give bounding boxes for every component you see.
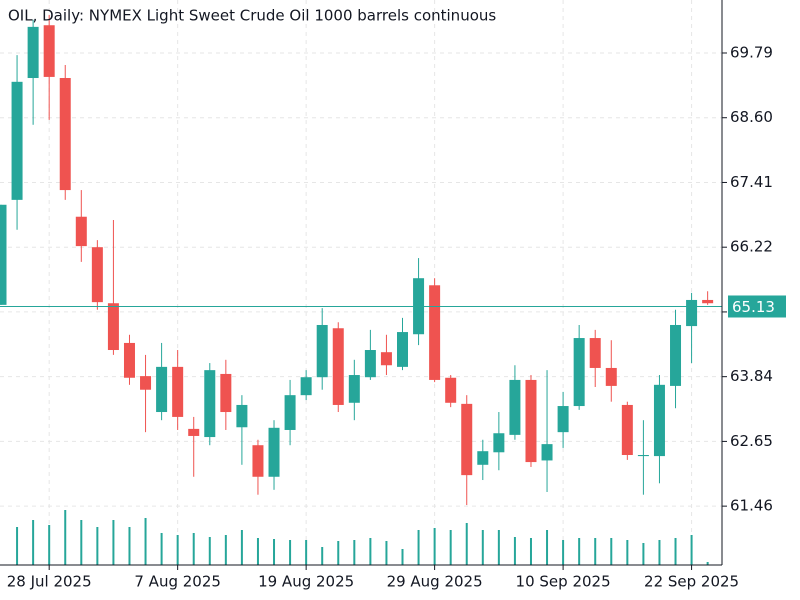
candle-body bbox=[172, 366, 184, 417]
candle-body bbox=[140, 376, 152, 390]
candle-body bbox=[686, 299, 698, 327]
candle-body bbox=[461, 403, 473, 476]
x-tick-label: 22 Sep 2025 bbox=[644, 573, 739, 591]
candle-body bbox=[59, 78, 71, 191]
candle-body bbox=[75, 216, 87, 247]
candle-body bbox=[573, 338, 585, 407]
candle-body bbox=[107, 303, 119, 351]
candle-body bbox=[123, 342, 135, 378]
candle-body bbox=[11, 81, 23, 200]
candle-body bbox=[364, 350, 376, 378]
y-tick-label: 68.60 bbox=[730, 108, 773, 126]
candle-body bbox=[156, 366, 168, 413]
candle-body bbox=[621, 404, 633, 456]
candle-body bbox=[589, 338, 601, 368]
candle-body bbox=[702, 299, 714, 304]
candle-body bbox=[653, 384, 665, 457]
candle-body bbox=[43, 25, 55, 77]
y-tick-label: 61.46 bbox=[730, 497, 773, 515]
last-price-label: 65.13 bbox=[732, 298, 775, 316]
candle-body bbox=[637, 455, 649, 457]
candle-body bbox=[332, 328, 344, 405]
candle-body bbox=[445, 377, 457, 403]
candle-body bbox=[348, 375, 360, 403]
last-price-box bbox=[728, 295, 786, 318]
candle-body bbox=[397, 332, 408, 367]
x-tick-label: 28 Jul 2025 bbox=[7, 573, 92, 591]
candle-body bbox=[557, 406, 569, 433]
y-tick-label: 63.84 bbox=[730, 367, 773, 385]
candle-body bbox=[429, 285, 441, 380]
candle-body bbox=[670, 324, 682, 386]
candle-body bbox=[605, 367, 617, 386]
y-tick-label: 67.41 bbox=[730, 173, 773, 191]
chart-title: OIL, Daily: NYMEX Light Sweet Crude Oil … bbox=[8, 7, 496, 25]
candle-body bbox=[27, 26, 39, 79]
y-tick-label: 66.22 bbox=[730, 238, 773, 256]
candle-body bbox=[316, 324, 328, 378]
candle-body bbox=[380, 352, 392, 366]
candle-body bbox=[477, 451, 489, 465]
candle-body bbox=[220, 373, 232, 413]
y-tick-label: 62.65 bbox=[730, 432, 773, 450]
candle-body bbox=[0, 204, 7, 305]
candle-body bbox=[525, 379, 537, 463]
candle-body bbox=[204, 370, 216, 438]
candle-body bbox=[284, 395, 296, 430]
y-tick-label: 69.79 bbox=[730, 43, 773, 61]
candle-body bbox=[509, 379, 521, 435]
x-tick-label: 10 Sep 2025 bbox=[516, 573, 611, 591]
candle-body bbox=[188, 428, 200, 436]
x-tick-label: 29 Aug 2025 bbox=[387, 573, 483, 591]
candle-body bbox=[91, 247, 103, 303]
candle-body bbox=[541, 444, 553, 461]
candle-body bbox=[236, 404, 248, 428]
candle-body bbox=[268, 427, 280, 477]
grid bbox=[0, 0, 722, 565]
candle-body bbox=[300, 377, 312, 396]
candle-body bbox=[252, 445, 264, 477]
x-tick-label: 19 Aug 2025 bbox=[258, 573, 354, 591]
candle-body bbox=[493, 433, 505, 453]
x-tick-label: 7 Aug 2025 bbox=[134, 573, 221, 591]
